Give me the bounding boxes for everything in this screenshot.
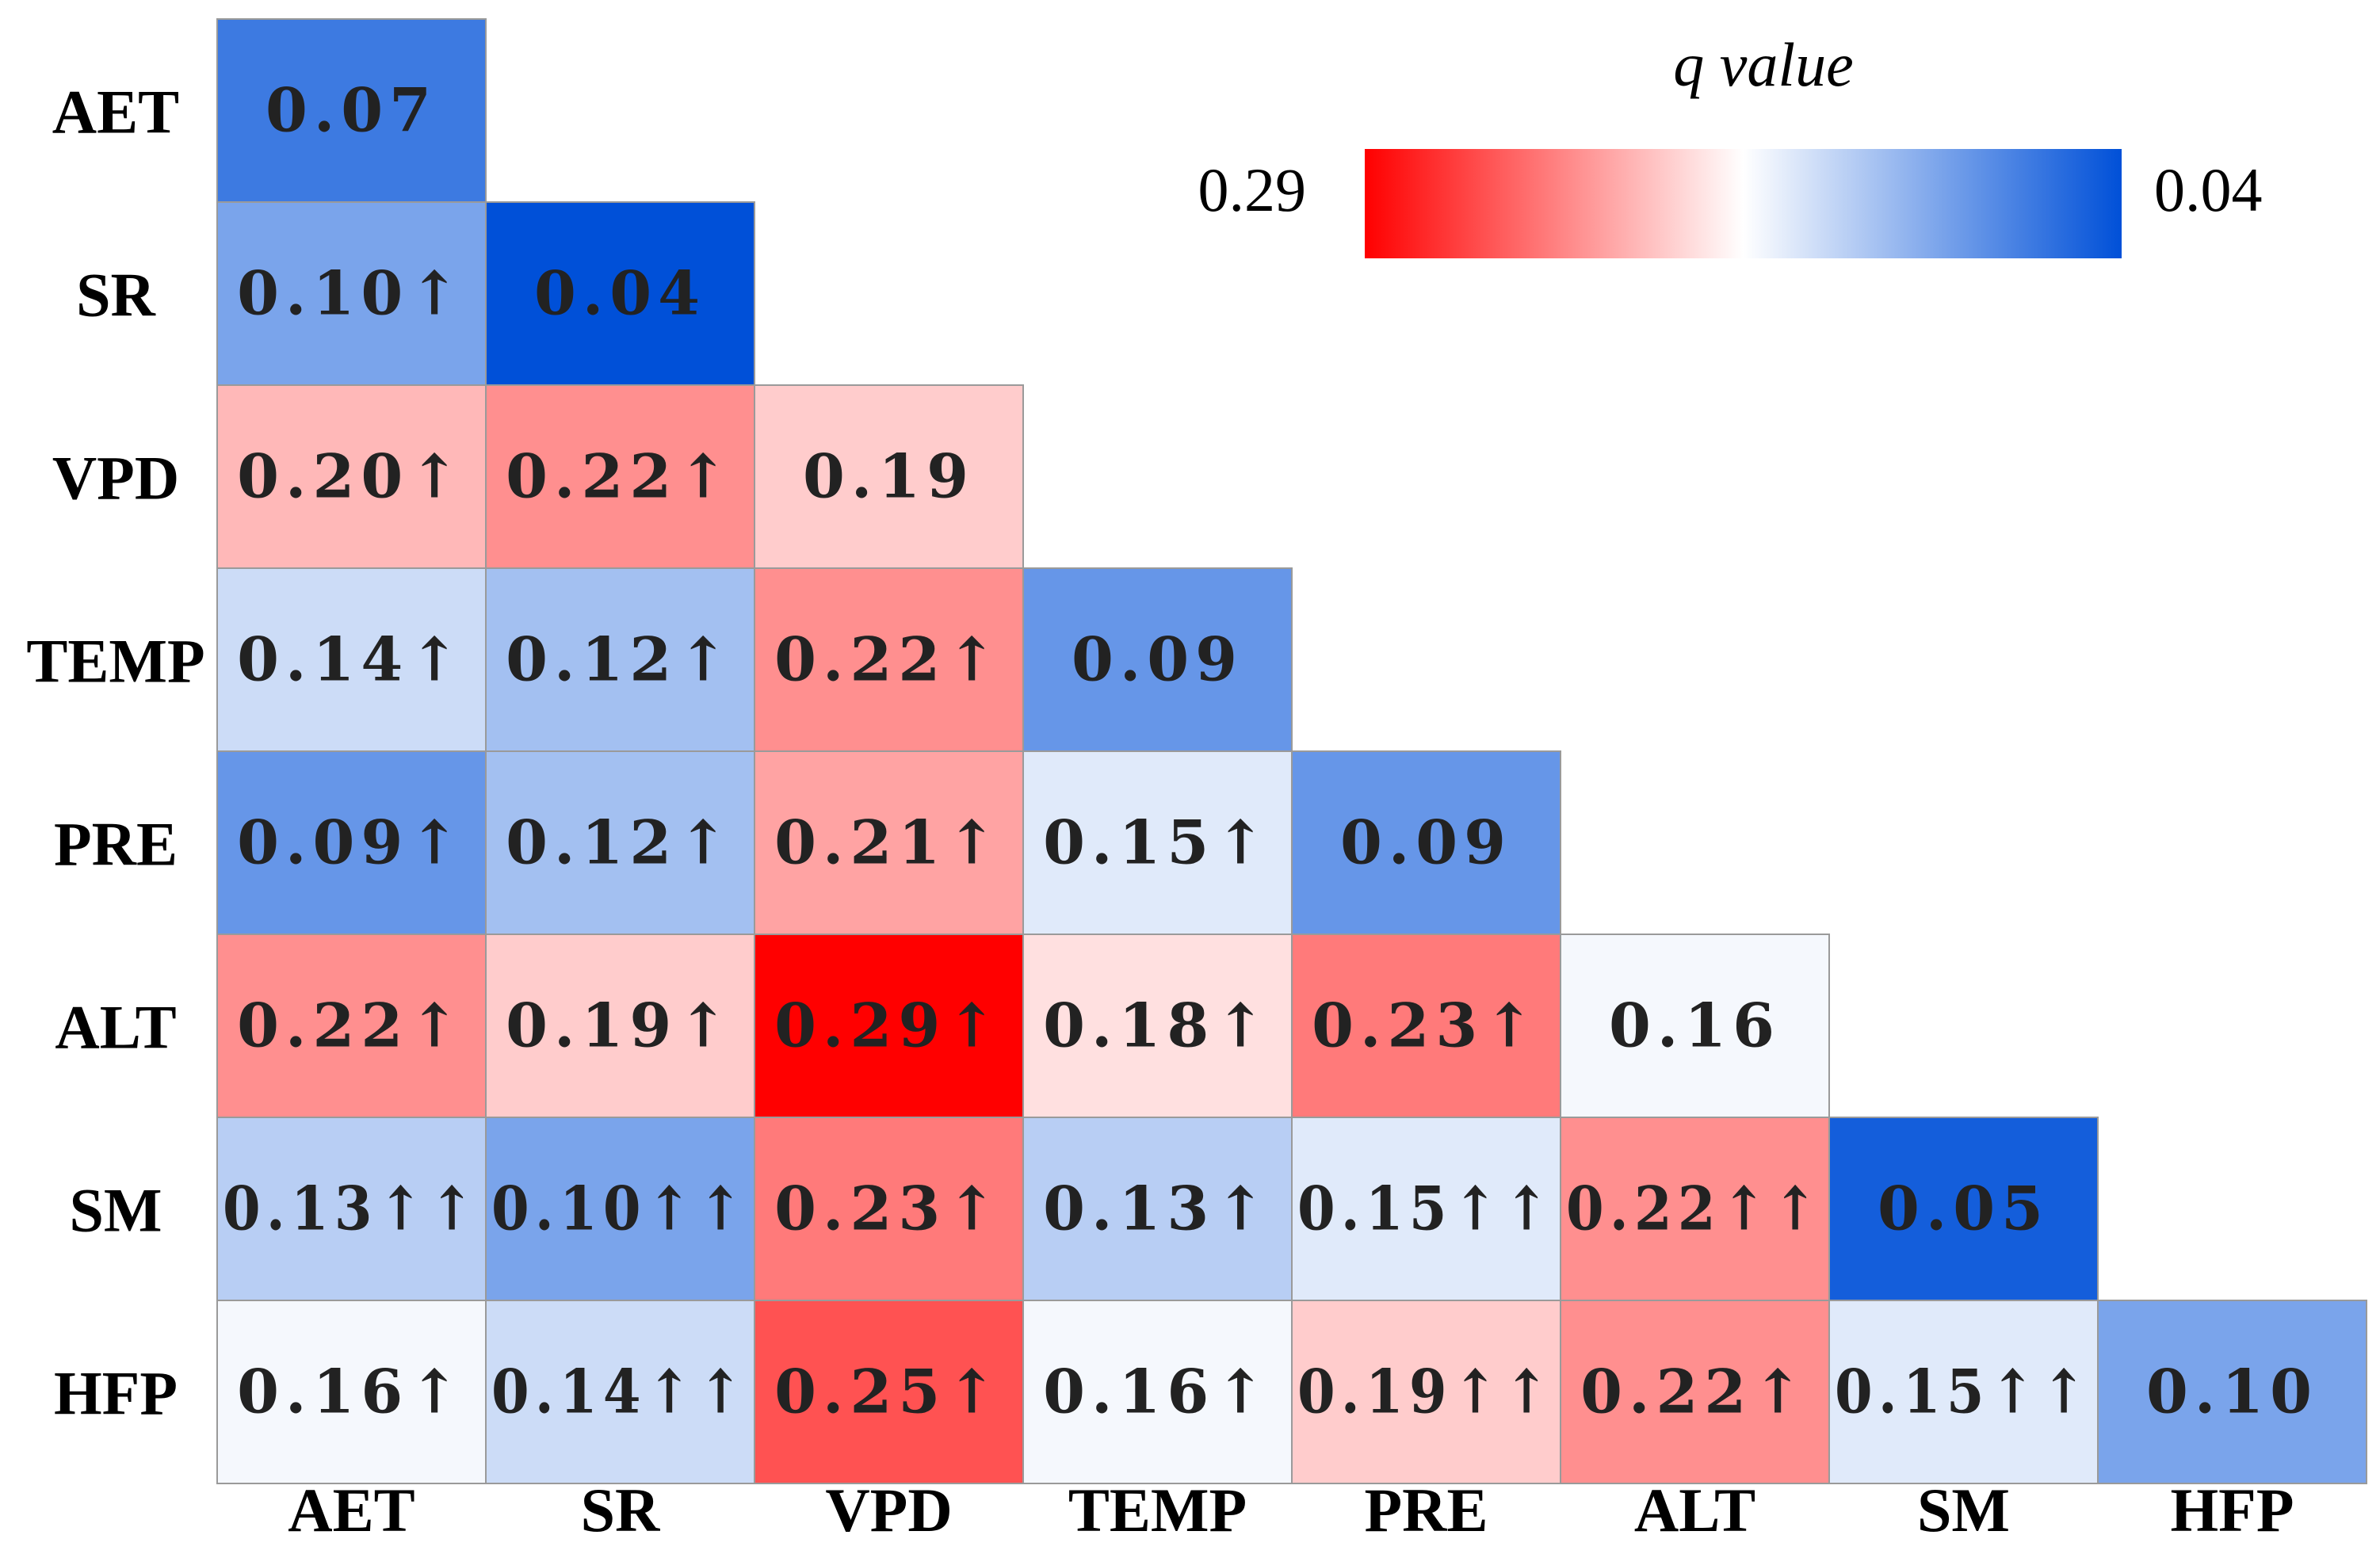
cell-label-aet-aet: 0.07: [266, 75, 437, 146]
cell-label-sm-vpd: 0.23↑: [774, 1174, 1003, 1244]
heatmap-cell-alt-vpd: [754, 934, 1024, 1118]
heatmap-cell-hfp-alt: [1560, 1300, 1830, 1484]
cell-label-alt-pre: 0.23↑: [1312, 991, 1541, 1061]
heatmap-cell-hfp-sr: [485, 1300, 755, 1484]
cell-label-temp-sr: 0.12↑: [506, 624, 735, 695]
legend-min-label: 0.04: [2154, 155, 2263, 224]
row-label-sr: SR: [76, 261, 156, 330]
heatmap-cell-sr-sr: [485, 201, 755, 386]
cell-label-hfp-aet: 0.16↑: [237, 1357, 466, 1427]
heatmap-cell-hfp-aet: [216, 1300, 487, 1484]
heatmap-cell-temp-vpd: [754, 567, 1024, 752]
cell-label-hfp-hfp: 0.10: [2146, 1357, 2318, 1427]
cell-label-hfp-pre: 0.19↑↑: [1297, 1357, 1555, 1427]
heatmap-cell-vpd-sr: [485, 384, 755, 569]
cell-label-temp-aet: 0.14↑: [237, 624, 466, 695]
row-label-alt: ALT: [55, 993, 176, 1062]
cell-label-alt-alt: 0.16: [1609, 991, 1781, 1061]
cell-label-hfp-sr: 0.14↑↑: [491, 1357, 749, 1427]
heatmap-cell-temp-sr: [485, 567, 755, 752]
column-label-sr: SR: [581, 1476, 661, 1544]
cell-label-sm-sm: 0.05: [1878, 1174, 2050, 1244]
heatmap-cell-hfp-temp: [1022, 1300, 1293, 1484]
heatmap-cell-sm-sm: [1828, 1117, 2099, 1301]
heatmap-cell-hfp-hfp: [2097, 1300, 2367, 1484]
cell-label-alt-vpd: 0.29↑: [774, 991, 1003, 1061]
heatmap-cell-alt-aet: [216, 934, 487, 1118]
heatmap-cell-pre-vpd: [754, 750, 1024, 935]
cell-label-sr-aet: 0.10↑: [237, 258, 466, 329]
cell-label-alt-sr: 0.19↑: [506, 991, 735, 1061]
cell-label-pre-vpd: 0.21↑: [774, 808, 1003, 878]
heatmap-cell-pre-pre: [1291, 750, 1561, 935]
heatmap-cell-hfp-pre: [1291, 1300, 1561, 1484]
cell-label-sm-aet: 0.13↑↑: [223, 1174, 480, 1244]
row-label-sm: SM: [70, 1176, 162, 1245]
legend-max-label: 0.29: [1198, 155, 1307, 224]
cell-label-pre-sr: 0.12↑: [506, 808, 735, 878]
heatmap-cell-alt-alt: [1560, 934, 1830, 1118]
heatmap-cell-pre-aet: [216, 750, 487, 935]
heatmap-cell-aet-aet: [216, 18, 487, 203]
legend: q value 0.29 0.04: [1198, 30, 2263, 258]
cell-label-pre-temp: 0.15↑: [1043, 808, 1272, 878]
heatmap-cell-alt-sr: [485, 934, 755, 1118]
column-labels: AET SR VPD TEMP PRE ALT SM HFP: [288, 1476, 2294, 1544]
legend-title: q value: [1673, 30, 1853, 99]
heatmap-cell-pre-sr: [485, 750, 755, 935]
row-label-hfp: HFP: [54, 1359, 178, 1428]
cell-label-alt-temp: 0.18↑: [1043, 991, 1272, 1061]
heatmap-cell-pre-temp: [1022, 750, 1293, 935]
legend-color-bar: [1365, 149, 2122, 258]
cell-label-hfp-temp: 0.16↑: [1043, 1357, 1272, 1427]
column-label-vpd: VPD: [825, 1476, 952, 1544]
row-label-aet: AET: [52, 78, 179, 147]
row-labels: AET SR VPD TEMP PRE ALT SM HFP: [26, 78, 204, 1428]
cell-label-vpd-sr: 0.22↑: [506, 441, 735, 512]
heatmap-cell-sr-aet: [216, 201, 487, 386]
cell-label-hfp-sm: 0.15↑↑: [1835, 1357, 2092, 1427]
row-label-vpd: VPD: [52, 444, 179, 513]
cell-label-temp-vpd: 0.22↑: [774, 624, 1003, 695]
heatmap-cell-sm-vpd: [754, 1117, 1024, 1301]
cell-label-sm-alt: 0.22↑↑: [1566, 1174, 1824, 1244]
cell-label-sm-pre: 0.15↑↑: [1297, 1174, 1555, 1244]
column-label-aet: AET: [288, 1476, 414, 1544]
heatmap-cell-vpd-vpd: [754, 384, 1024, 569]
cell-label-alt-aet: 0.22↑: [237, 991, 466, 1061]
cell-label-vpd-aet: 0.20↑: [237, 441, 466, 512]
cell-label-sm-sr: 0.10↑↑: [491, 1174, 749, 1244]
column-label-sm: SM: [1917, 1476, 2010, 1544]
heatmap-cell-alt-temp: [1022, 934, 1293, 1118]
column-label-alt: ALT: [1634, 1476, 1755, 1544]
cell-label-hfp-alt: 0.22↑: [1580, 1357, 1809, 1427]
cell-label-temp-temp: 0.09: [1072, 624, 1243, 695]
row-label-temp: TEMP: [26, 627, 204, 696]
heatmap-cells: 0.07 0.10↑ 0.04 0.20↑ 0.22↑ 0.19 0.14↑ 0.12↑ 0.2…: [216, 18, 2367, 1484]
cell-label-sr-sr: 0.04: [534, 258, 706, 329]
heatmap-cell-sm-temp: [1022, 1117, 1293, 1301]
cell-label-pre-pre: 0.09: [1340, 808, 1512, 878]
cell-label-sm-temp: 0.13↑: [1043, 1174, 1272, 1244]
column-label-temp: TEMP: [1068, 1476, 1247, 1544]
heatmap-cell-temp-aet: [216, 567, 487, 752]
row-label-pre: PRE: [54, 810, 178, 879]
cell-label-hfp-vpd: 0.25↑: [774, 1357, 1003, 1427]
heatmap-cell-hfp-sm: [1828, 1300, 2099, 1484]
cell-label-vpd-vpd: 0.19: [803, 441, 975, 512]
column-label-hfp: HFP: [2171, 1476, 2294, 1544]
column-label-pre: PRE: [1365, 1476, 1488, 1544]
cell-label-pre-aet: 0.09↑: [237, 808, 466, 878]
heatmap-cell-sm-sr: [485, 1117, 755, 1301]
heatmap-cell-sm-alt: [1560, 1117, 1830, 1301]
